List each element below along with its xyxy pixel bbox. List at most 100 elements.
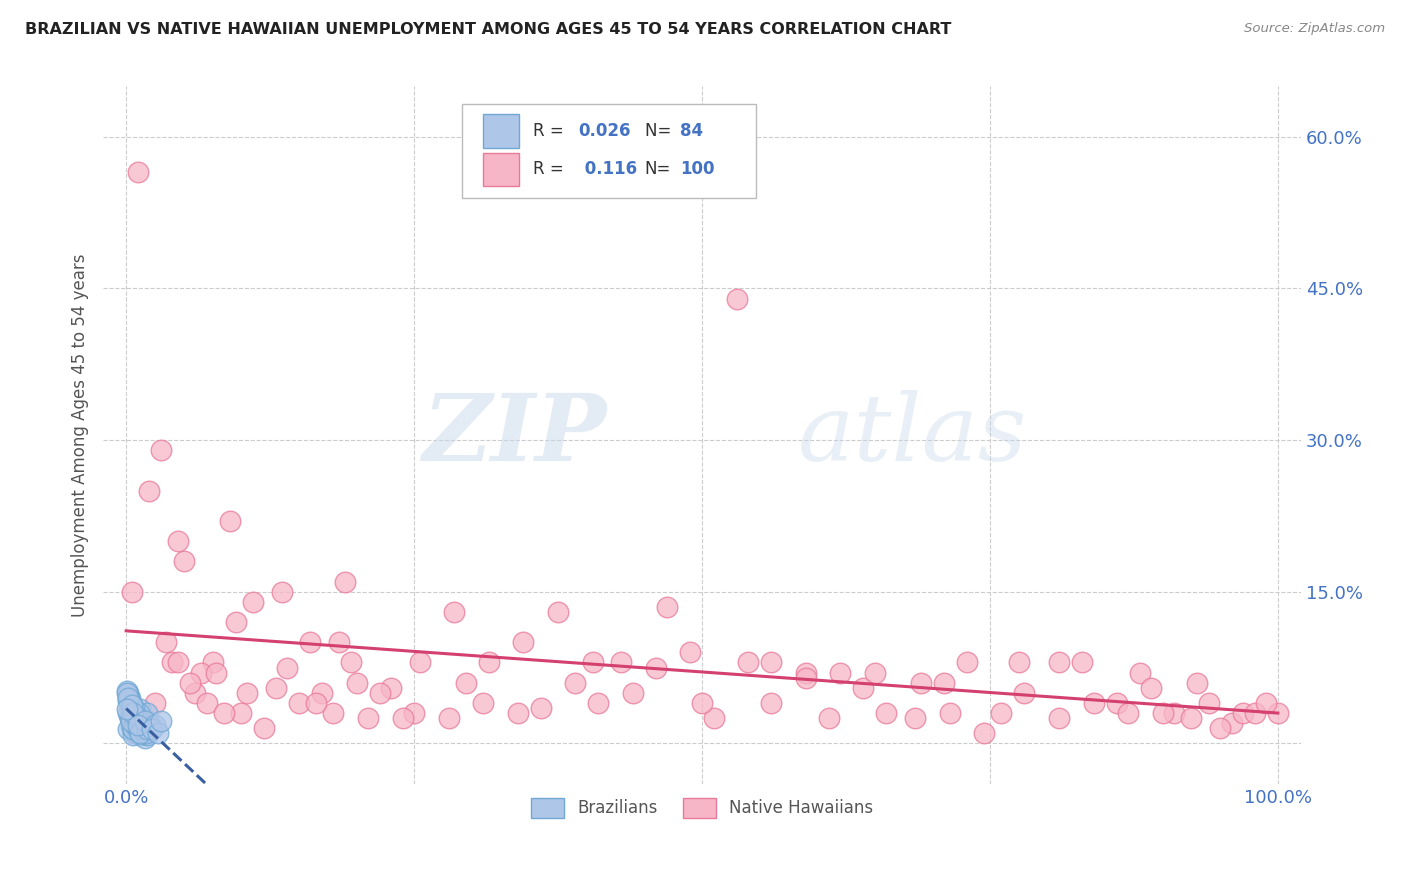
Point: [143, 696, 166, 710]
Point: [121, 698, 143, 712]
Point: [512, 635, 534, 649]
Point: [120, 698, 142, 712]
Point: [124, 726, 146, 740]
Point: [1140, 681, 1163, 695]
Point: [117, 690, 139, 705]
Point: [122, 706, 145, 720]
Point: [1152, 706, 1174, 720]
Point: [129, 718, 152, 732]
Point: [118, 711, 141, 725]
Text: N=: N=: [644, 161, 671, 178]
Point: [127, 722, 149, 736]
Point: [794, 665, 817, 680]
Point: [1008, 656, 1031, 670]
Point: [956, 656, 979, 670]
Point: [737, 656, 759, 670]
Point: [478, 656, 501, 670]
Point: [973, 726, 995, 740]
Point: [794, 671, 817, 685]
Point: [437, 711, 460, 725]
Point: [122, 702, 145, 716]
Point: [759, 656, 782, 670]
Point: [118, 694, 141, 708]
Point: [125, 724, 148, 739]
Point: [817, 711, 839, 725]
Point: [129, 726, 152, 740]
Point: [129, 721, 152, 735]
Point: [472, 696, 495, 710]
Point: [409, 656, 432, 670]
Point: [155, 635, 177, 649]
Point: [149, 714, 172, 728]
Point: [135, 726, 157, 740]
Point: [128, 706, 150, 720]
Point: [875, 706, 897, 720]
Point: [125, 716, 148, 731]
Point: [564, 675, 586, 690]
Point: [231, 706, 253, 720]
Point: [270, 584, 292, 599]
Point: [148, 726, 170, 740]
Point: [1232, 706, 1254, 720]
Point: [346, 675, 368, 690]
Point: [1243, 706, 1265, 720]
Point: [124, 718, 146, 732]
Point: [195, 696, 218, 710]
Point: [135, 718, 157, 732]
Point: [122, 706, 145, 720]
Point: [506, 706, 529, 720]
Point: [132, 722, 155, 736]
Point: [117, 686, 139, 700]
Point: [391, 711, 413, 725]
Point: [173, 554, 195, 568]
Point: [184, 686, 207, 700]
Point: [167, 656, 190, 670]
Point: [621, 686, 644, 700]
Text: 0.026: 0.026: [579, 122, 631, 140]
Point: [328, 635, 350, 649]
Point: [117, 706, 139, 720]
Point: [311, 686, 333, 700]
Point: [117, 722, 139, 736]
Point: [132, 726, 155, 740]
Point: [725, 292, 748, 306]
Point: [121, 584, 143, 599]
Point: [118, 696, 141, 710]
Point: [904, 711, 927, 725]
Point: [117, 683, 139, 698]
Point: [1256, 696, 1278, 710]
Point: [131, 722, 153, 736]
Point: [136, 714, 159, 728]
Point: [118, 690, 141, 705]
Point: [938, 706, 960, 720]
Point: [127, 165, 149, 179]
Point: [588, 696, 610, 710]
Point: [124, 706, 146, 720]
Text: ZIP: ZIP: [422, 390, 606, 480]
Text: Source: ZipAtlas.com: Source: ZipAtlas.com: [1244, 22, 1385, 36]
Text: 100: 100: [681, 161, 716, 178]
Point: [122, 710, 145, 724]
Point: [190, 665, 212, 680]
Point: [581, 656, 603, 670]
Point: [932, 675, 955, 690]
Point: [128, 711, 150, 725]
Point: [759, 696, 782, 710]
Point: [322, 706, 344, 720]
Bar: [482, 114, 519, 148]
Text: N=: N=: [644, 122, 676, 140]
Point: [134, 731, 156, 746]
Point: [129, 718, 152, 732]
Point: [121, 716, 143, 731]
Point: [205, 665, 228, 680]
Point: [149, 443, 172, 458]
Point: [117, 686, 139, 700]
Point: [143, 718, 166, 732]
Point: [125, 708, 148, 723]
Point: [1187, 675, 1209, 690]
Point: [852, 681, 875, 695]
Point: [276, 660, 298, 674]
Legend: Brazilians, Native Hawaiians: Brazilians, Native Hawaiians: [524, 791, 880, 824]
Point: [138, 483, 160, 498]
Text: 0.116: 0.116: [579, 161, 637, 178]
